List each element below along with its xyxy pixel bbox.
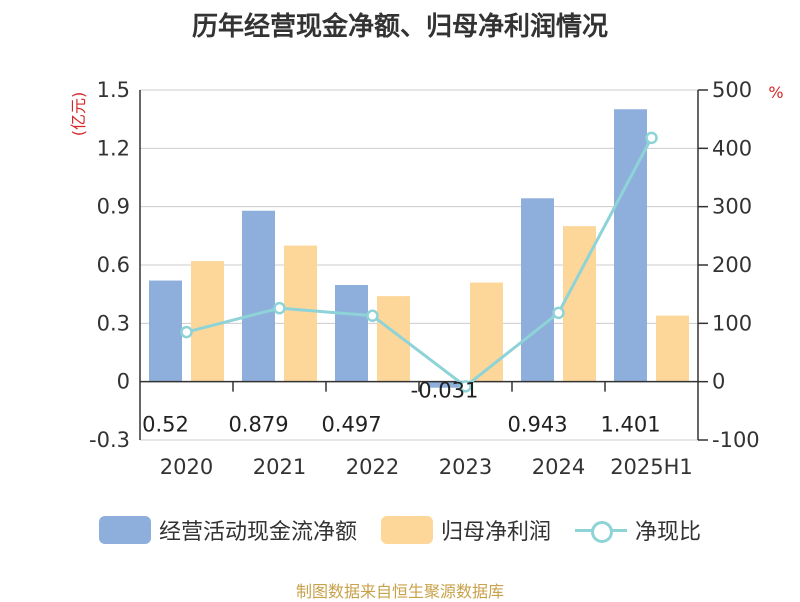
bar-cashflow-2022[interactable] xyxy=(335,285,368,382)
legend-swatch-net-profit xyxy=(380,516,433,544)
legend: 经营活动现金流净额 归母净利润 净现比 xyxy=(0,514,800,546)
line-layer xyxy=(180,131,658,393)
chart-title: 历年经营现金净额、归母净利润情况 xyxy=(191,12,608,42)
bar-cashflow-2024[interactable] xyxy=(521,198,554,382)
right-tick-label: 500 xyxy=(712,78,752,102)
bar-cashflow-2021[interactable] xyxy=(242,210,275,382)
x-tick-label: 2020 xyxy=(160,455,213,479)
data-label-cashflow-2024: 0.943 xyxy=(507,413,567,437)
legend-item-net-profit[interactable]: 归母净利润 xyxy=(380,514,551,546)
left-tick-label: 0.9 xyxy=(97,195,130,219)
legend-item-ratio[interactable]: 净现比 xyxy=(575,514,701,546)
right-tick-label: 0 xyxy=(712,370,725,394)
data-label-cashflow-2021: 0.879 xyxy=(228,413,288,437)
x-tick-label: 2022 xyxy=(346,455,399,479)
right-tick-label: 100 xyxy=(712,311,752,335)
left-axis-unit: (亿元) xyxy=(69,92,88,137)
legend-swatch-ratio xyxy=(575,516,627,544)
x-tick-label: 2024 xyxy=(532,455,585,479)
bar-cashflow-2025H1[interactable] xyxy=(614,109,647,382)
right-tick-label: 200 xyxy=(712,253,752,277)
bar-cashflow-2023[interactable] xyxy=(428,381,461,388)
axis-layer: 1.5 500 1.2 400 0.9 300 0.6 200 0.3 100 0 0 -0.3 -100… xyxy=(89,78,760,479)
legend-label-net-profit: 归母净利润 xyxy=(440,520,551,545)
x-tick-label: 2023 xyxy=(439,455,492,479)
right-axis-unit: % xyxy=(768,83,783,102)
legend-item-cashflow[interactable]: 经营活动现金流净额 xyxy=(98,514,357,546)
bar-layer xyxy=(149,109,689,388)
right-tick-label: -100 xyxy=(712,428,760,452)
left-tick-label: 0.6 xyxy=(97,253,130,277)
legend-label-cashflow: 经营活动现金流净额 xyxy=(158,520,357,545)
bar-net-profit-2025H1[interactable] xyxy=(656,315,689,382)
bar-net-profit-2021[interactable] xyxy=(284,245,317,382)
ratio-point-2022[interactable] xyxy=(366,309,379,322)
ratio-point-2023[interactable] xyxy=(459,380,472,393)
left-tick-label: -0.3 xyxy=(89,428,130,452)
ratio-point-2020[interactable] xyxy=(180,325,193,339)
ratio-point-2025H1[interactable] xyxy=(645,131,658,145)
source-note: 制图数据来自恒生聚源数据库 xyxy=(295,582,504,601)
left-tick-label: 1.2 xyxy=(97,136,130,160)
data-label-cashflow-2023: -0.031 xyxy=(411,379,479,403)
ratio-point-2024[interactable] xyxy=(552,306,565,320)
label-layer: 0.52 0.879 0.497 -0.031 0.943 1.401 xyxy=(142,379,660,437)
data-label-cashflow-2025H1: 1.401 xyxy=(600,413,660,437)
ratio-point-2021[interactable] xyxy=(273,301,286,315)
left-tick-label: 1.5 xyxy=(97,78,130,102)
bar-net-profit-2023[interactable] xyxy=(470,282,503,382)
left-tick-label: 0.3 xyxy=(97,311,130,335)
data-label-cashflow-2022: 0.497 xyxy=(321,413,381,437)
data-label-cashflow-2020: 0.52 xyxy=(142,413,189,437)
legend-label-ratio: 净现比 xyxy=(635,520,702,545)
x-tick-label: 2021 xyxy=(253,455,306,479)
bar-cashflow-2020[interactable] xyxy=(149,280,182,382)
ratio-line xyxy=(186,137,653,389)
legend-swatch-cashflow xyxy=(98,516,151,544)
right-tick-label: 300 xyxy=(712,195,752,219)
x-tick-label: 2025H1 xyxy=(610,455,693,479)
left-tick-label: 0 xyxy=(117,370,130,394)
bar-net-profit-2020[interactable] xyxy=(191,261,224,382)
right-tick-label: 400 xyxy=(712,136,752,160)
